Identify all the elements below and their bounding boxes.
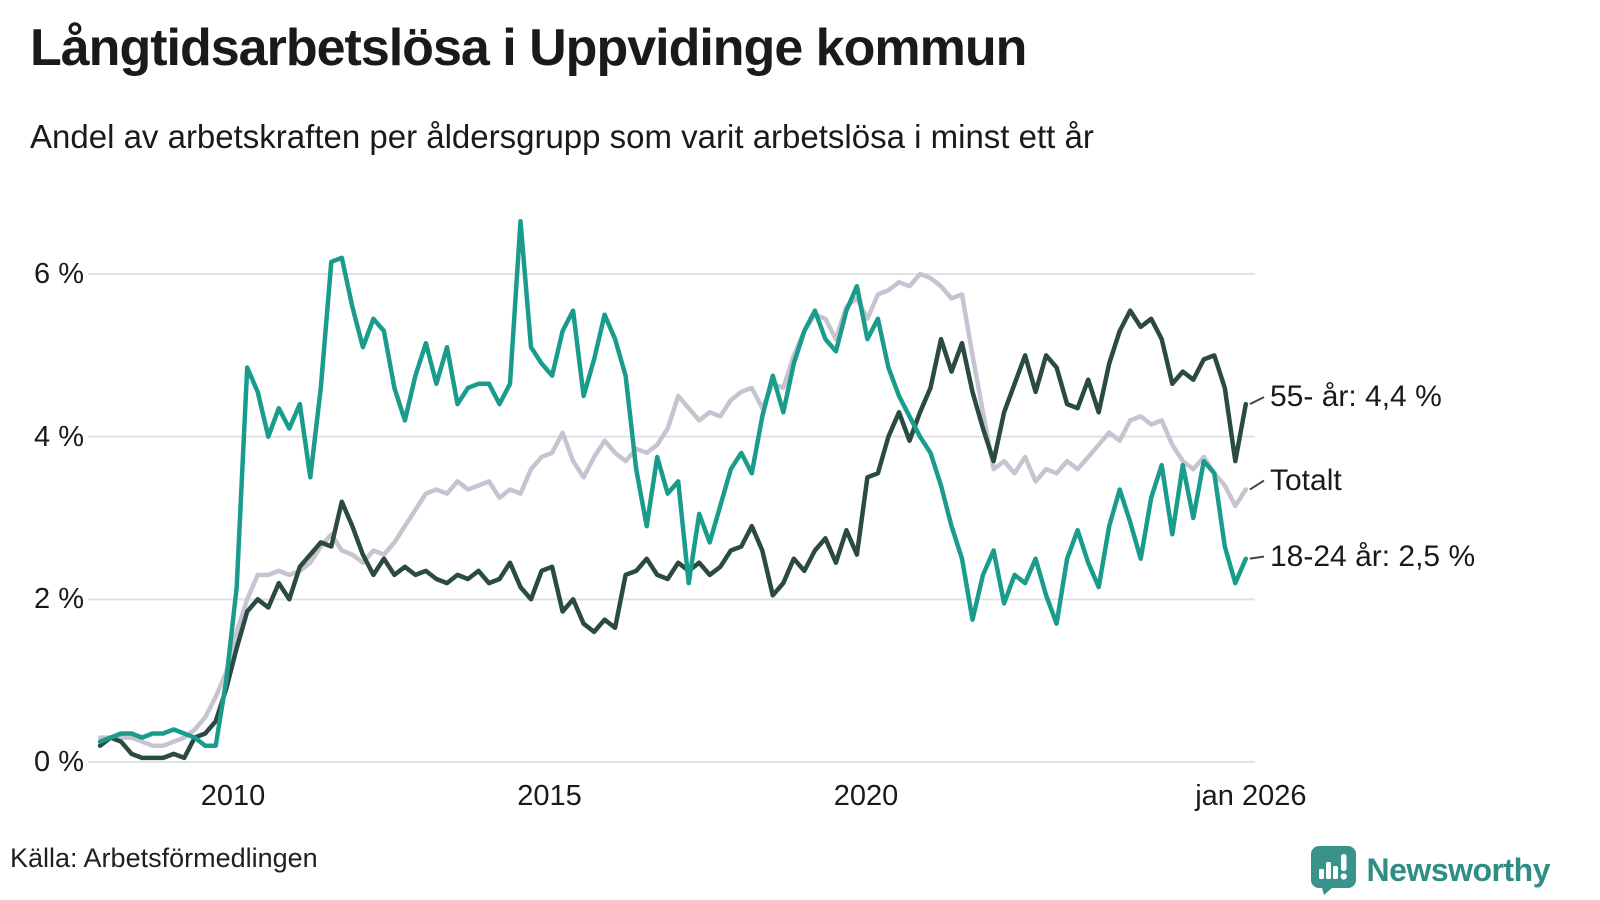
y-tick-label: 4 % xyxy=(34,420,84,453)
series-line-18-24-r xyxy=(97,218,1249,748)
page-subtitle: Andel av arbetskraften per åldersgrupp s… xyxy=(30,118,1094,155)
y-tick-label: 2 % xyxy=(34,583,84,616)
y-tick-label: 6 % xyxy=(34,258,84,291)
annotation-totalt: Totalt xyxy=(1270,463,1342,497)
x-tick-label: 2015 xyxy=(517,780,582,812)
newsworthy-logo[interactable]: Newsworthy xyxy=(1310,845,1551,895)
series-line-totalt xyxy=(97,271,1249,748)
annotation-18-24-r: 18-24 år: 2,5 % xyxy=(1270,539,1476,573)
source-note: Källa: Arbetsförmedlingen xyxy=(10,843,318,873)
newsworthy-wordmark: Newsworthy xyxy=(1366,851,1551,888)
x-tick-label: jan 2026 xyxy=(1195,780,1307,812)
x-tick-label: 2010 xyxy=(200,780,266,812)
series-line-55-r xyxy=(97,308,1249,761)
annotation-55-r: 55- år: 4,4 % xyxy=(1270,380,1442,414)
newsworthy-bubble-icon xyxy=(1310,846,1356,895)
y-tick-label: 0 % xyxy=(34,746,84,778)
page-title: Långtidsarbetslösa i Uppvidinge kommun xyxy=(30,19,1027,77)
x-tick-label: 2020 xyxy=(833,780,899,812)
